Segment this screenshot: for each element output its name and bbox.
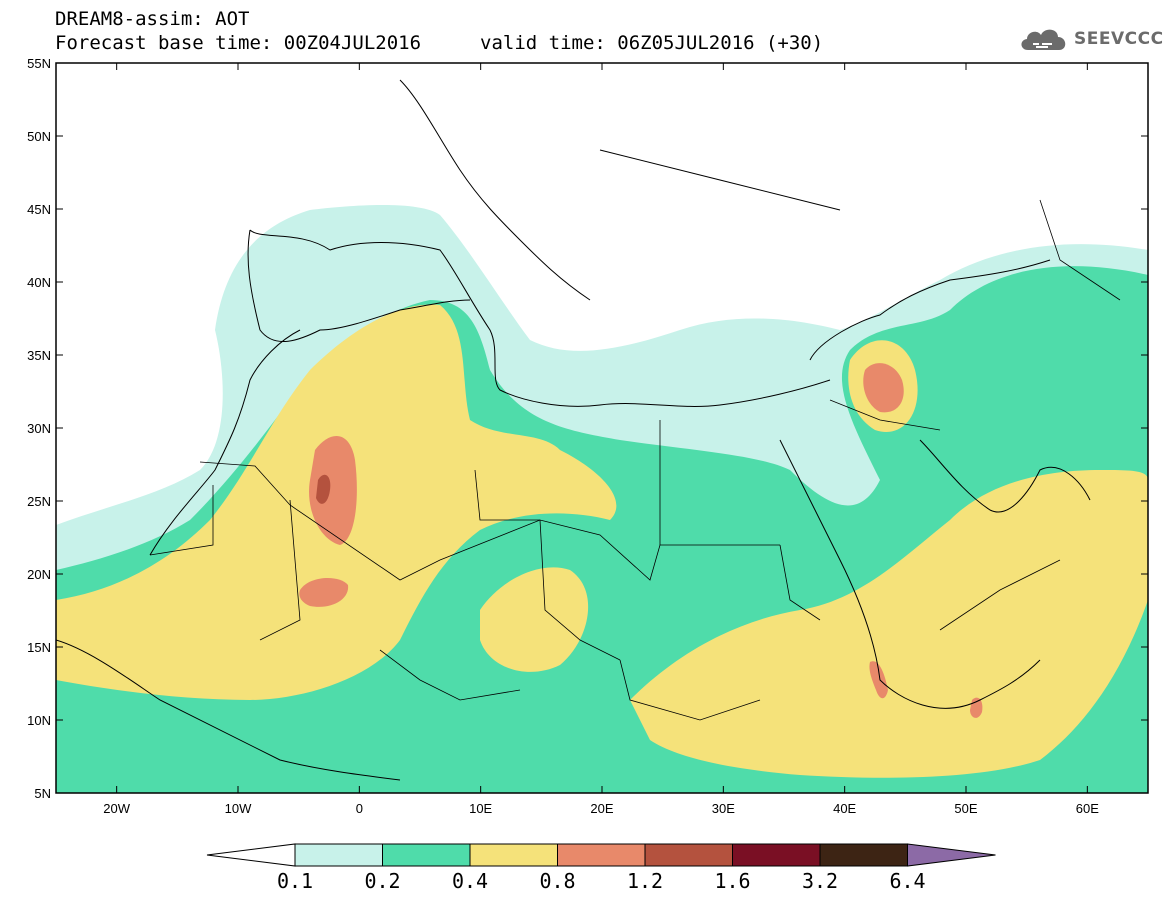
colorbar-level-label: 0.2 bbox=[364, 869, 400, 893]
lon-tick-label: 0 bbox=[356, 801, 363, 816]
lon-tick-label: 60E bbox=[1076, 801, 1099, 816]
lon-tick-label: 50E bbox=[954, 801, 977, 816]
colorbar-swatch bbox=[732, 843, 821, 867]
borders bbox=[149, 199, 1121, 721]
lon-tick-label: 10W bbox=[225, 801, 252, 816]
lat-tick-label: 40N bbox=[27, 275, 51, 290]
lat-tick-label: 25N bbox=[27, 494, 51, 509]
aot-level-0.8-mali bbox=[299, 578, 349, 607]
colorbar-swatch bbox=[557, 843, 646, 867]
aot-level-0.8-eritrea bbox=[869, 661, 888, 699]
colorbar-swatch bbox=[294, 843, 383, 867]
lat-tick-label: 15N bbox=[27, 640, 51, 655]
latitude-axis: 55N 50N 45N 40N 35N 30N 25N 20N 15N 10N 5N bbox=[27, 56, 1148, 801]
lon-tick-label: 20E bbox=[590, 801, 613, 816]
coastlines bbox=[56, 79, 1091, 781]
colorbar-level-label: 3.2 bbox=[802, 869, 838, 893]
colorbar-level-label: 6.4 bbox=[889, 869, 925, 893]
longitude-axis: 20W 10W 0 10E 20E 30E 40E 50E 60E bbox=[103, 63, 1099, 816]
lon-tick-label: 40E bbox=[833, 801, 856, 816]
lat-tick-label: 35N bbox=[27, 348, 51, 363]
aot-level-0.8-iraq bbox=[863, 363, 904, 413]
colorbar-level-label: 1.2 bbox=[627, 869, 663, 893]
lat-tick-label: 5N bbox=[34, 786, 51, 801]
lat-tick-label: 50N bbox=[27, 129, 51, 144]
aot-level-0.4-central bbox=[480, 567, 589, 672]
lat-tick-label: 45N bbox=[27, 202, 51, 217]
lat-tick-label: 10N bbox=[27, 713, 51, 728]
aot-level-0.4-east bbox=[630, 470, 1148, 778]
colorbar: 0.1 0.2 0.4 0.8 1.2 1.6 3.2 6.4 bbox=[206, 843, 996, 893]
colorbar-under-arrow bbox=[206, 843, 296, 867]
lon-tick-label: 10E bbox=[469, 801, 492, 816]
lon-tick-label: 20W bbox=[103, 801, 130, 816]
colorbar-over-arrow bbox=[907, 843, 996, 867]
cloud-icon bbox=[1021, 29, 1066, 50]
lat-tick-label: 20N bbox=[27, 567, 51, 582]
map-title: DREAM8-assim: AOT bbox=[55, 8, 250, 30]
colorbar-swatch bbox=[644, 843, 733, 867]
lat-tick-label: 30N bbox=[27, 421, 51, 436]
valid-time: valid time: 06Z05JUL2016 (+30) bbox=[480, 32, 824, 54]
colorbar-level-label: 0.8 bbox=[539, 869, 575, 893]
colorbar-level-label: 0.1 bbox=[277, 869, 313, 893]
seevccc-logo: SEEVCCC bbox=[1018, 24, 1164, 54]
colorbar-swatch bbox=[382, 843, 471, 867]
colorbar-level-label: 0.4 bbox=[452, 869, 488, 893]
lat-tick-label: 55N bbox=[27, 56, 51, 71]
colorbar-swatch bbox=[819, 843, 908, 867]
logo-text: SEEVCCC bbox=[1074, 29, 1164, 49]
lon-tick-label: 30E bbox=[712, 801, 735, 816]
colorbar-swatch bbox=[469, 843, 558, 867]
aot-level-1.2-core bbox=[316, 474, 331, 504]
forecast-base-time: Forecast base time: 00Z04JUL2016 bbox=[55, 32, 422, 54]
aot-level-0.8-mauritania bbox=[309, 436, 357, 545]
colorbar-level-label: 1.6 bbox=[714, 869, 750, 893]
aot-field bbox=[56, 205, 1148, 793]
